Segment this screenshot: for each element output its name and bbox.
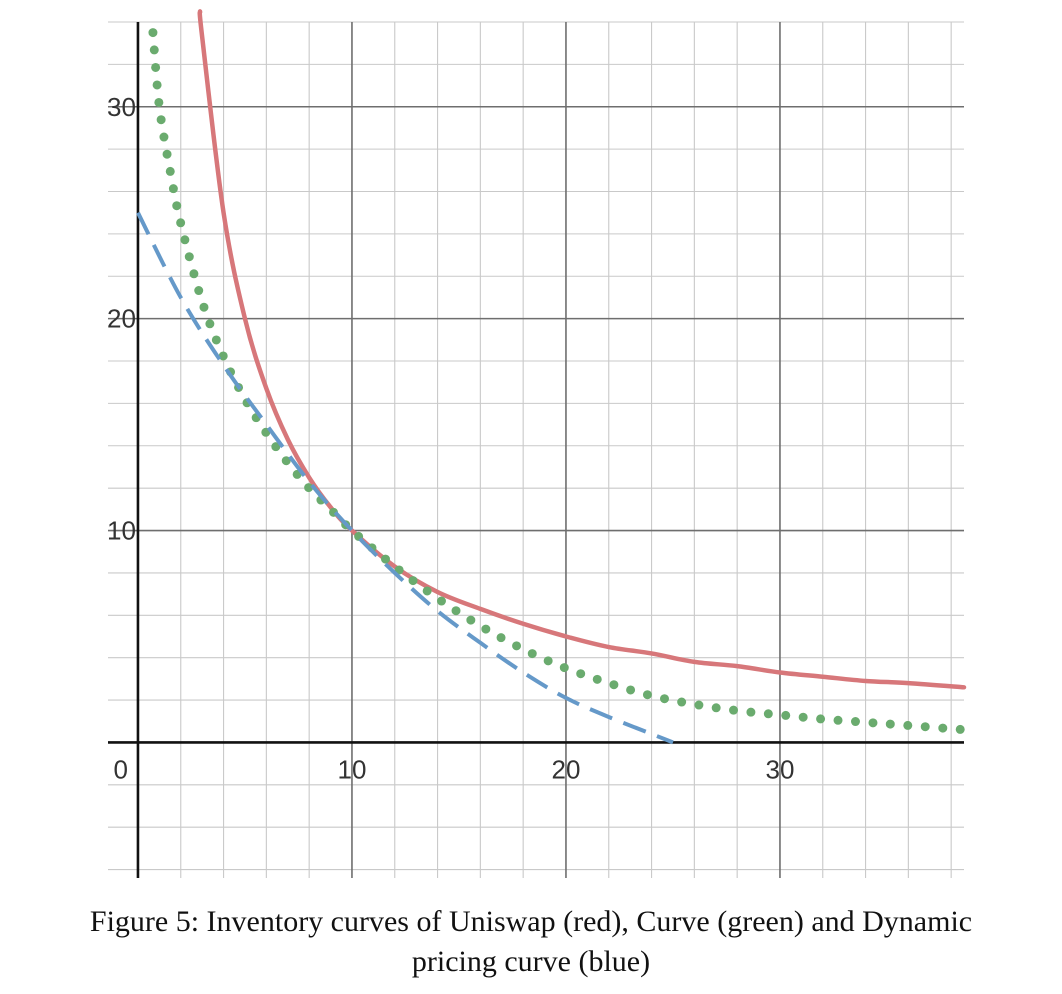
y-tick-label: 10 [107,516,136,546]
chart-plot: 0 10 20 30 10 20 30 [107,9,969,878]
axes [108,22,964,878]
curve-curve [148,28,969,735]
figure-caption: Figure 5: Inventory curves of Uniswap (r… [0,902,1062,982]
x-tick-label: 30 [765,754,794,784]
y-tick-label: 20 [107,304,136,334]
uniswap-curve [197,9,967,690]
caption-line-2: pricing curve (blue) [411,945,651,978]
major-grid [108,22,964,878]
y-tick-label: 30 [107,92,136,122]
series-layer [136,9,969,745]
x-tick-label: 10 [337,754,366,784]
caption-line-1: Figure 5: Inventory curves of Uniswap (r… [89,905,973,938]
x-tick-label: 20 [551,754,580,784]
dynamic-pricing-curve [136,211,674,745]
origin-tick-label: 0 [113,754,127,784]
tick-labels: 0 10 20 30 10 20 30 [107,92,794,785]
minor-grid [108,21,964,878]
